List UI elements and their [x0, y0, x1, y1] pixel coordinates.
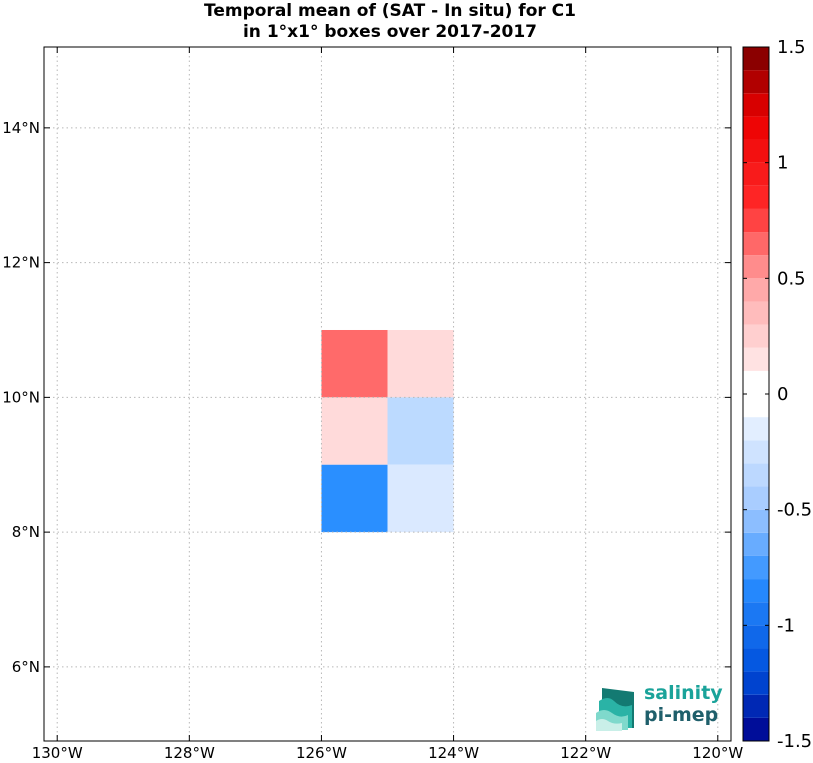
map-frame [43, 46, 732, 742]
lon-tick-label: 124°W [428, 744, 479, 762]
colorbar-segment [743, 602, 769, 626]
grid-cell-2 [321, 397, 388, 465]
logo-wave-icon [596, 688, 634, 731]
colorbar-tick-label: 0.5 [777, 268, 806, 289]
colorbar-segment [743, 324, 769, 348]
colorbar-segment [743, 532, 769, 556]
colorbar-tick-label: -1.5 [777, 731, 812, 752]
salinity-pimep-logo: salinity pi-mep [594, 683, 724, 733]
colorbar-segment [743, 486, 769, 510]
lon-tick-label: 120°W [692, 744, 743, 762]
colorbar-segment [743, 440, 769, 464]
lon-tick-label: 130°W [32, 744, 83, 762]
colorbar-segment [743, 694, 769, 718]
colorbar-segment [743, 509, 769, 533]
gridlines [44, 47, 731, 741]
lon-tick-label: 126°W [296, 744, 347, 762]
axis-ticks [44, 47, 731, 741]
grid-cell-0 [321, 329, 388, 398]
colorbar-segment [743, 301, 769, 325]
colorbar-segment [743, 116, 769, 140]
colorbar-segment [743, 139, 769, 163]
colorbar-segment [743, 93, 769, 117]
logo-text-pimep: pi-mep [644, 704, 719, 726]
colorbar-segment [743, 394, 769, 418]
grid-cell-1 [387, 329, 454, 398]
colorbar-segment [743, 671, 769, 695]
colorbar-segment [743, 370, 769, 394]
colorbar: 1.5 1 0.5 0 -0.5 -1 -1.5 [742, 37, 812, 752]
map-title-line1: Temporal mean of (SAT - In situ) for C1 [204, 1, 576, 21]
colorbar-segment [743, 625, 769, 649]
colorbar-segment [743, 208, 769, 233]
grid-cell-4 [321, 464, 388, 533]
colorbar-segment [743, 347, 769, 371]
lat-tick-label: 12°N [2, 254, 40, 272]
colorbar-tick-label: 1.5 [777, 37, 806, 58]
lat-tick-label: 10°N [2, 388, 40, 406]
map-title-line2: in 1°x1° boxes over 2017-2017 [242, 22, 538, 42]
lon-tick-label: 122°W [560, 744, 611, 762]
colorbar-segment [743, 417, 769, 441]
colorbar-tick-label: -0.5 [777, 500, 812, 521]
colorbar-segment [743, 70, 769, 94]
cells-layer [321, 329, 454, 533]
logo-text-salinity: salinity [644, 682, 723, 704]
colorbar-tick-label: -1 [777, 615, 795, 636]
lat-tick-label: 8°N [12, 523, 40, 541]
colorbar-segment [743, 555, 769, 580]
colorbar-segment [743, 648, 769, 672]
grid-cell-5 [387, 464, 454, 533]
colorbar-segment [743, 47, 769, 71]
colorbar-segment [743, 278, 769, 302]
colorbar-segment [743, 717, 769, 741]
colorbar-tick-label: 1 [777, 153, 788, 174]
axis-labels: 130°W 128°W 126°W 124°W 122°W 120°W 6°N 8°N 10°N… [2, 119, 743, 762]
colorbar-segment [743, 185, 769, 209]
colorbar-tick-label: 0 [777, 384, 788, 405]
colorbar-segment [743, 232, 769, 256]
colorbar-segment [743, 579, 769, 603]
lat-tick-label: 6°N [12, 658, 40, 676]
lon-tick-label: 128°W [164, 744, 215, 762]
colorbar-segment [743, 463, 769, 487]
colorbar-segment [743, 255, 769, 279]
grid-cell-3 [387, 397, 454, 465]
colorbar-segment [743, 162, 769, 186]
lat-tick-label: 14°N [2, 119, 40, 137]
